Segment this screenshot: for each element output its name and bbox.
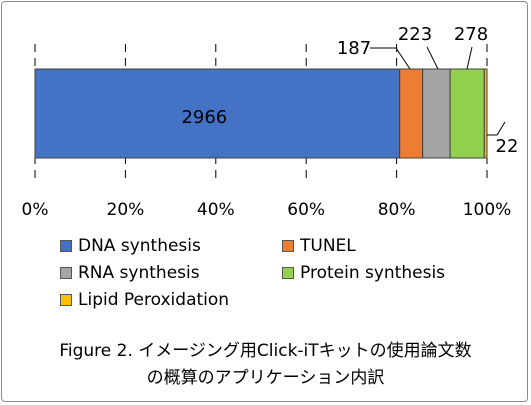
bar-segment-1 bbox=[399, 68, 424, 159]
caption-line-1: Figure 2. イメージング用Click-iTキットの使用論文数 bbox=[59, 341, 472, 361]
legend-label-protein: Protein synthesis bbox=[300, 263, 446, 283]
legend-swatch-protein bbox=[282, 267, 294, 279]
bar-segment-2 bbox=[422, 68, 451, 159]
figure-caption: Figure 2. イメージング用Click-iTキットの使用論文数 の概算のア… bbox=[2, 338, 527, 392]
data-label-2: 223 bbox=[398, 24, 432, 45]
data-label-4: 22 bbox=[496, 136, 519, 157]
x-tick-label-1: 20% bbox=[107, 200, 145, 220]
legend-label-lipid: Lipid Peroxidation bbox=[78, 290, 230, 310]
legend-item-protein: Protein synthesis bbox=[282, 263, 445, 283]
leader-line-2 bbox=[426, 46, 439, 70]
stacked-bar-chart: 0% 20% 40% 60% 80% 100% 2966 187 223 278 22 bbox=[22, 24, 519, 220]
legend-item-dna: DNA synthesis bbox=[60, 236, 201, 256]
data-label-0: 2966 bbox=[181, 107, 227, 128]
x-tick-label-4: 80% bbox=[378, 200, 416, 220]
legend-label-tunel: TUNEL bbox=[300, 236, 356, 256]
leader-line-3 bbox=[466, 46, 473, 70]
legend-label-dna: DNA synthesis bbox=[78, 236, 201, 256]
bar-segment-0 bbox=[34, 68, 401, 159]
x-tick-label-5: 100% bbox=[463, 200, 512, 220]
legend-item-tunel: TUNEL bbox=[282, 236, 356, 256]
legend-item-rna: RNA synthesis bbox=[60, 263, 200, 283]
x-tick-label-3: 60% bbox=[287, 200, 325, 220]
data-label-1: 187 bbox=[337, 38, 371, 59]
legend-swatch-lipid bbox=[60, 294, 72, 306]
x-tick-label-2: 40% bbox=[197, 200, 235, 220]
caption-line-2: の概算のアプリケーション内訳 bbox=[146, 368, 385, 388]
x-tick-label-0: 0% bbox=[22, 200, 49, 220]
data-label-3: 278 bbox=[454, 24, 488, 45]
legend-item-lipid: Lipid Peroxidation bbox=[60, 290, 229, 310]
bar-segment-3 bbox=[449, 68, 485, 159]
leader-line-1 bbox=[370, 47, 411, 70]
bar-segment-4 bbox=[483, 68, 488, 159]
leader-line-4 bbox=[487, 121, 506, 136]
legend-label-rna: RNA synthesis bbox=[78, 263, 200, 283]
legend-swatch-tunel bbox=[282, 240, 294, 252]
legend-swatch-dna bbox=[60, 240, 72, 252]
legend-swatch-rna bbox=[60, 267, 72, 279]
